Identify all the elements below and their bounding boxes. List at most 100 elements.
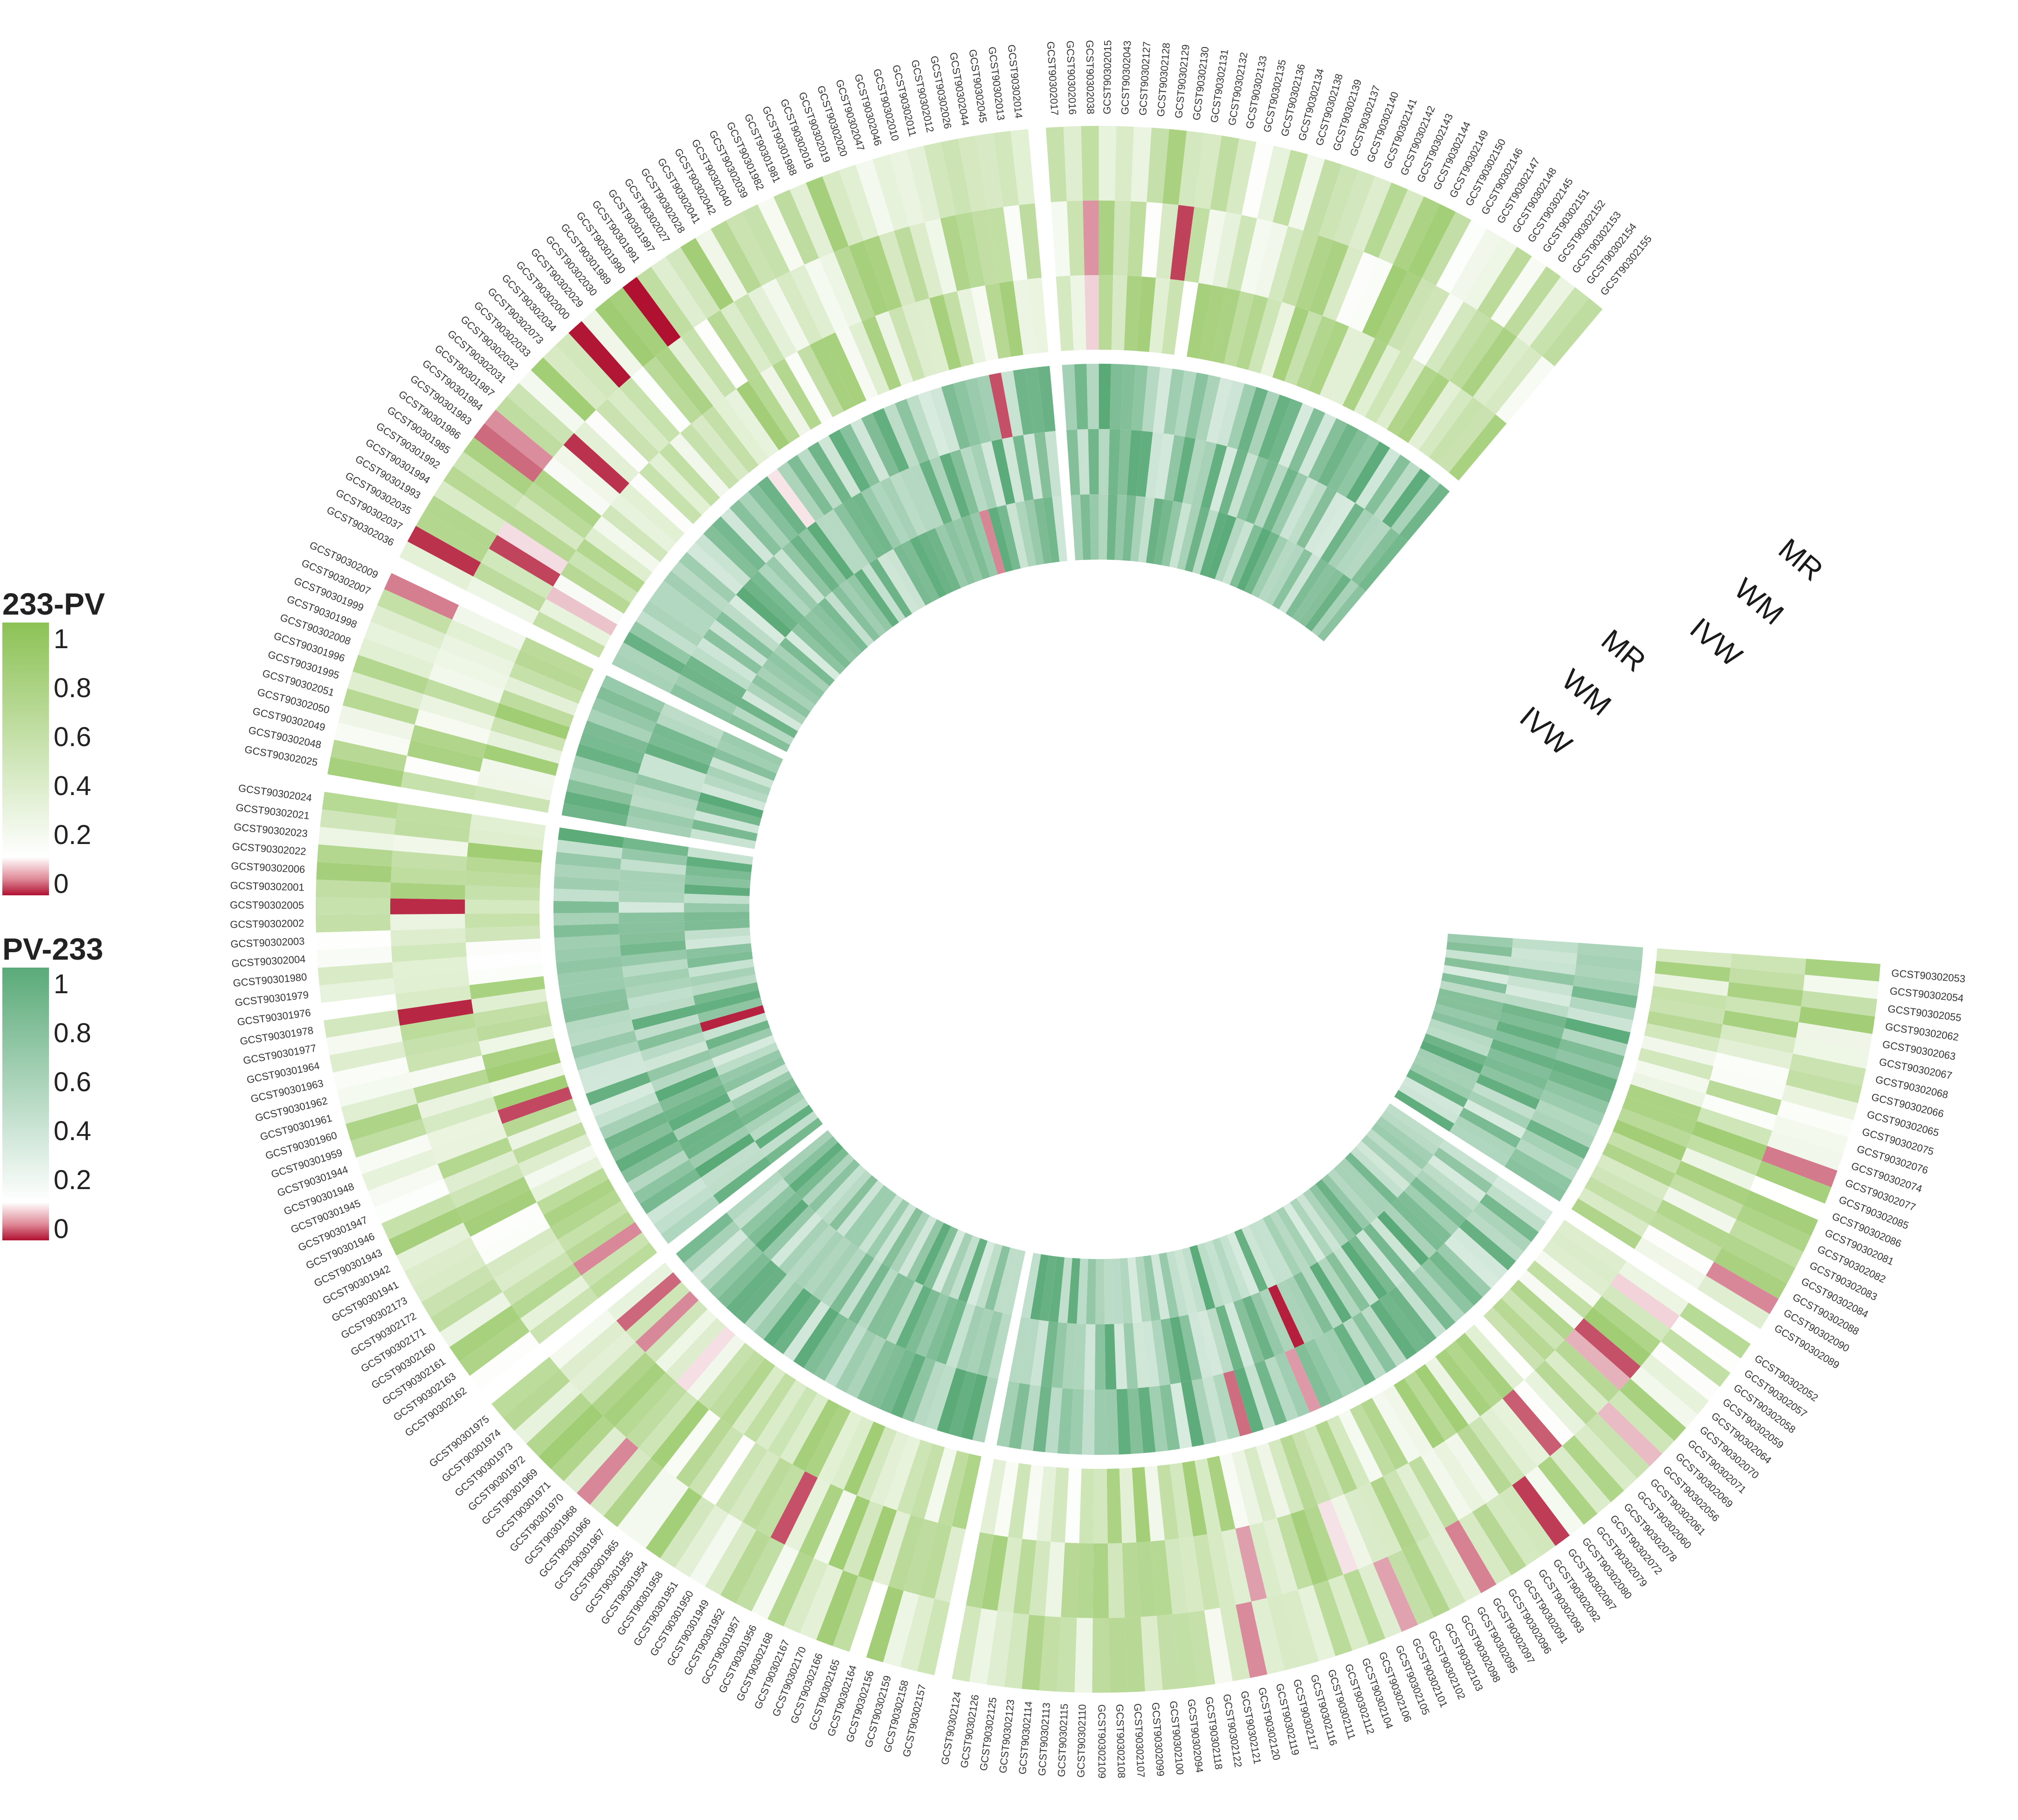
outer-cell-ivw-GCST90302006 bbox=[465, 871, 541, 888]
inner-cell-mr-GCST90302073 bbox=[712, 516, 766, 571]
outer-cell-ivw-GCST90302063 bbox=[1649, 998, 1725, 1024]
inner-cell-wm-GCST90302086 bbox=[1480, 1065, 1544, 1100]
inner-cell-wm-GCST90302143 bbox=[1262, 468, 1299, 532]
outer-cell-ivw-GCST90301964 bbox=[476, 1013, 552, 1042]
outer-cell-wm-GCST90302019 bbox=[849, 241, 889, 316]
outer-cell-wm-GCST90302024 bbox=[396, 803, 472, 829]
inner-cell-wm-GCST90301994 bbox=[691, 646, 752, 690]
inner-cell-mr-GCST90302123 bbox=[1033, 1386, 1052, 1453]
inner-cell-wm-GCST90302084 bbox=[1463, 1099, 1526, 1139]
outer-cell-ivw-GCST90302012 bbox=[957, 288, 986, 364]
outer-cell-ivw-GCST90302025 bbox=[474, 786, 550, 813]
inner-cell-wm-GCST90302017 bbox=[1066, 429, 1080, 496]
inner-cell-ivw-GCST90302038 bbox=[1089, 494, 1099, 560]
sample-label-GCST90302062: GCST90302062 bbox=[1885, 1021, 1960, 1043]
outer-cell-mr-GCST90301941 bbox=[404, 1237, 478, 1287]
inner-cell-mr-GCST90302149 bbox=[1308, 418, 1348, 482]
outer-cell-wm-GCST90301993 bbox=[489, 535, 561, 587]
inner-cell-wm-GCST90302120 bbox=[1179, 1315, 1203, 1381]
inner-cell-ivw-GCST90302044 bbox=[1024, 499, 1044, 566]
outer-cell-mr-GCST90302004 bbox=[317, 946, 393, 968]
inner-cell-ivw-GCST90302173 bbox=[735, 1078, 797, 1118]
inner-cell-ivw-GCST90301967 bbox=[836, 1180, 884, 1237]
inner-cell-ivw-GCST90302082 bbox=[1413, 1055, 1476, 1091]
outer-cell-wm-GCST90302131 bbox=[1184, 207, 1210, 283]
inner-cell-ivw-GCST90302127 bbox=[1114, 494, 1127, 561]
inner-cell-ivw-GCST90302009 bbox=[720, 731, 783, 767]
outer-cell-ivw-GCST90302160 bbox=[565, 1211, 635, 1264]
outer-cell-mr-GCST90302009 bbox=[384, 573, 459, 620]
outer-cell-mr-GCST90302101 bbox=[1373, 1557, 1418, 1632]
outer-cell-wm-GCST90302023 bbox=[393, 834, 469, 857]
inner-cell-ivw-GCST90302099 bbox=[1120, 1258, 1133, 1324]
inner-cell-ivw-GCST90302097 bbox=[1269, 1211, 1310, 1272]
outer-cell-mr-GCST90301979 bbox=[319, 978, 395, 1003]
inner-cell-mr-GCST90302039 bbox=[850, 418, 890, 482]
inner-cell-ivw-GCST90302153 bbox=[1305, 574, 1351, 632]
inner-cell-wm-GCST90302045 bbox=[1023, 433, 1043, 500]
inner-cell-mr-GCST90301978 bbox=[559, 977, 625, 999]
inner-cell-wm-GCST90301954 bbox=[821, 1247, 867, 1308]
outer-cell-wm-GCST90302100 bbox=[1150, 1540, 1173, 1616]
inner-cell-wm-GCST90301947 bbox=[655, 1067, 719, 1102]
sample-label-GCST90302127: GCST90302127 bbox=[1137, 41, 1153, 116]
inner-cell-mr-GCST90302072 bbox=[1404, 1273, 1456, 1330]
inner-cell-mr-GCST90302033 bbox=[703, 525, 758, 579]
sample-label-GCST90302004: GCST90302004 bbox=[231, 953, 306, 969]
inner-cell-wm-GCST90302114 bbox=[1051, 1322, 1068, 1388]
inner-cell-mr-GCST90302094 bbox=[1148, 1385, 1168, 1452]
inner-cell-ivw-GCST90302157 bbox=[1002, 1249, 1026, 1315]
inner-cell-ivw-GCST90301963 bbox=[693, 982, 759, 1005]
inner-cell-mr-GCST90302067 bbox=[1569, 996, 1636, 1021]
outer-cell-mr-GCST90301951 bbox=[675, 1505, 729, 1578]
outer-cell-wm-GCST90301998 bbox=[434, 649, 509, 690]
inner-cell-wm-GCST90302001 bbox=[619, 891, 684, 903]
outer-cell-ivw-GCST90301944 bbox=[498, 1086, 573, 1124]
inner-cell-wm-GCST90301962 bbox=[631, 1005, 698, 1031]
outer-cell-ivw-GCST90302043 bbox=[1111, 275, 1127, 351]
inner-cell-wm-GCST90301992 bbox=[697, 637, 757, 682]
sample-label-GCST90302129: GCST90302129 bbox=[1173, 44, 1192, 119]
inner-cell-mr-GCST90302014 bbox=[1037, 366, 1056, 432]
inner-cell-mr-GCST90301973 bbox=[691, 1229, 748, 1282]
outer-cell-wm-GCST90301987 bbox=[553, 445, 620, 505]
outer-cell-wm-GCST90302039 bbox=[775, 271, 823, 345]
outer-cell-ivw-GCST90302114 bbox=[1036, 1466, 1057, 1542]
outer-cell-ivw-GCST90302085 bbox=[1617, 1107, 1692, 1148]
outer-cell-wm-GCST90302070 bbox=[1574, 1318, 1641, 1379]
outer-cell-ivw-GCST90302161 bbox=[573, 1222, 643, 1276]
inner-cell-wm-GCST90302158 bbox=[977, 1310, 1003, 1377]
inner-cell-ivw-GCST90302158 bbox=[994, 1247, 1018, 1313]
outer-cell-mr-GCST90302053 bbox=[1804, 959, 1880, 982]
outer-cell-mr-GCST90302016 bbox=[1063, 126, 1083, 201]
inner-cell-wm-GCST90302167 bbox=[905, 1289, 941, 1353]
inner-cell-mr-GCST90301990 bbox=[767, 469, 816, 528]
outer-cell-mr-GCST90301966 bbox=[590, 1448, 651, 1516]
outer-cell-mr-GCST90302112 bbox=[1313, 1580, 1353, 1656]
inner-cell-wm-GCST90302079 bbox=[1355, 1229, 1405, 1287]
outer-cell-mr-GCST90302083 bbox=[1729, 1219, 1804, 1268]
outer-cell-wm-GCST90301947 bbox=[443, 1150, 518, 1194]
inner-cell-wm-GCST90302050 bbox=[632, 784, 698, 810]
inner-cell-wm-GCST90301961 bbox=[634, 1014, 700, 1041]
inner-cell-wm-GCST90301998 bbox=[648, 733, 713, 766]
outer-cell-ivw-GCST90301993 bbox=[553, 574, 624, 625]
inner-cell-ivw-GCST90301970 bbox=[815, 1164, 866, 1219]
outer-cell-wm-GCST90301966 bbox=[638, 1391, 698, 1459]
outer-cell-ivw-GCST90302135 bbox=[1211, 288, 1241, 364]
outer-cell-mr-GCST90302010 bbox=[889, 150, 925, 227]
outer-cell-mr-GCST90302064 bbox=[1640, 1354, 1709, 1415]
outer-cell-mr-GCST90302027 bbox=[665, 247, 720, 319]
outer-cell-mr-GCST90302008 bbox=[358, 638, 434, 679]
inner-cell-ivw-GCST90302068 bbox=[1439, 980, 1506, 1003]
inner-cell-ivw-GCST90302041 bbox=[885, 549, 926, 610]
outer-ring-label-wm: WM bbox=[1728, 572, 1790, 631]
outer-cell-mr-GCST90301946 bbox=[381, 1193, 456, 1240]
inner-cell-ivw-GCST90302069 bbox=[1350, 1147, 1404, 1198]
inner-cell-ivw-GCST90301988 bbox=[935, 524, 968, 588]
inner-cell-mr-GCST90302055 bbox=[1575, 964, 1641, 984]
inner-cell-ivw-GCST90301968 bbox=[822, 1170, 872, 1225]
outer-cell-mr-GCST90302117 bbox=[1267, 1594, 1302, 1671]
inner-cell-wm-GCST90301952 bbox=[867, 1273, 907, 1335]
inner-cell-mr-GCST90302017 bbox=[1062, 364, 1078, 430]
